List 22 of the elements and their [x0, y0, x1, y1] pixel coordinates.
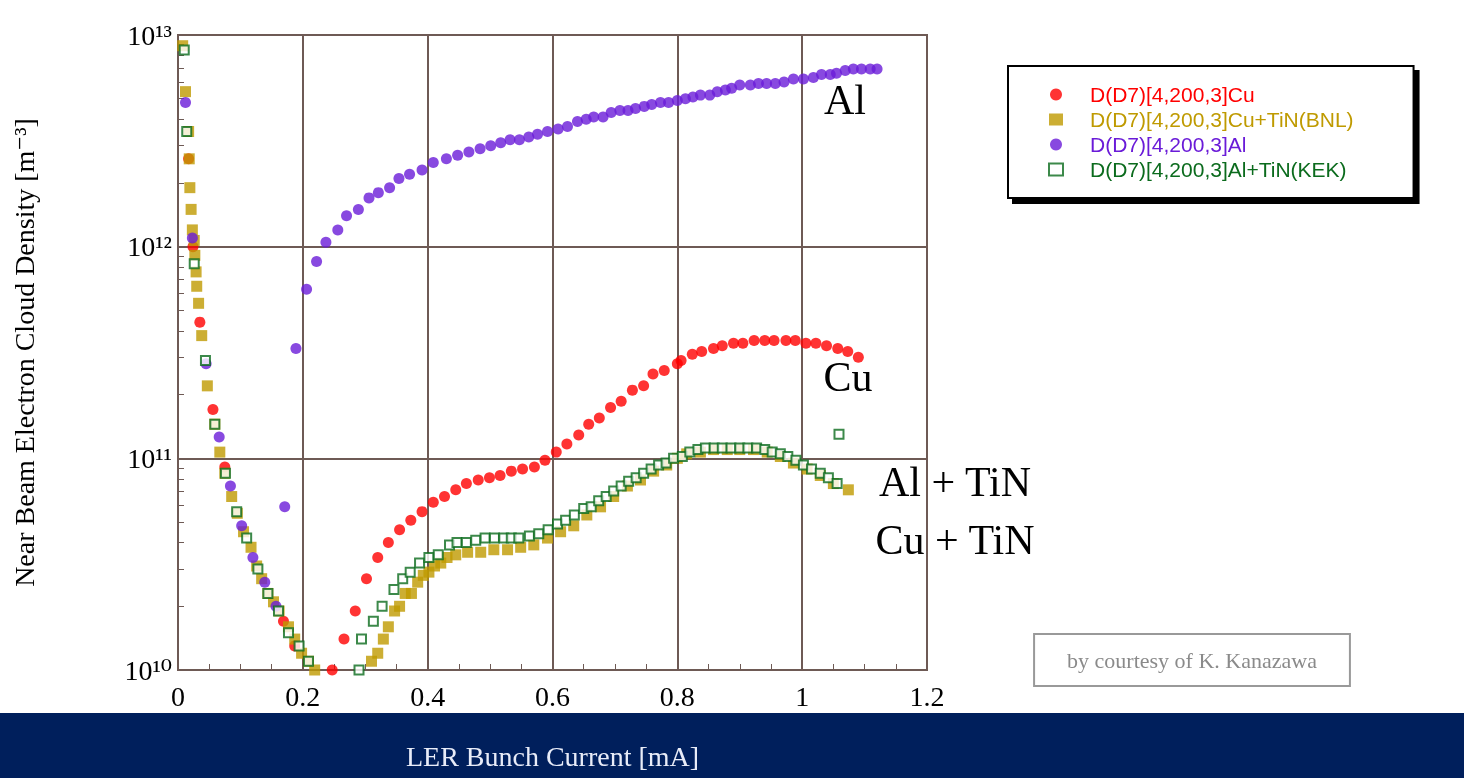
legend-label: D(D7)[4,200,3]Cu+TiN(BNL) [1090, 108, 1354, 131]
legend-label: D(D7)[4,200,3]Al [1090, 133, 1247, 156]
x-tick-label: 1.2 [909, 680, 945, 712]
y-tick-label: 10¹² [127, 231, 172, 263]
x-tick-label: 0 [171, 680, 185, 712]
y-axis-title: Near Beam Electron Cloud Density [m⁻³] [8, 118, 40, 587]
annotation: Al [824, 77, 866, 123]
x-tick-label: 0.4 [410, 680, 446, 712]
legend-label: D(D7)[4,200,3]Al+TiN(KEK) [1090, 158, 1347, 181]
legend-label: D(D7)[4,200,3]Cu [1090, 83, 1255, 106]
x-axis-title: LER Bunch Current [mA] [405, 740, 700, 772]
x-tick-label: 0.6 [535, 680, 570, 712]
y-tick-label: 10¹⁰ [124, 654, 172, 686]
annotation: Cu + TiN [875, 517, 1035, 563]
y-tick-label: 10¹¹ [127, 442, 172, 474]
x-tick-label: 0.2 [285, 680, 321, 712]
annotation: Cu [823, 354, 873, 400]
y-tick-label: 10¹³ [127, 19, 172, 51]
annotation: Al + TiN [878, 459, 1032, 505]
x-tick-label: 1 [795, 680, 810, 712]
text: by courtesy of K. Kanazawa [1067, 647, 1318, 673]
x-tick-label: 0.8 [659, 680, 695, 712]
